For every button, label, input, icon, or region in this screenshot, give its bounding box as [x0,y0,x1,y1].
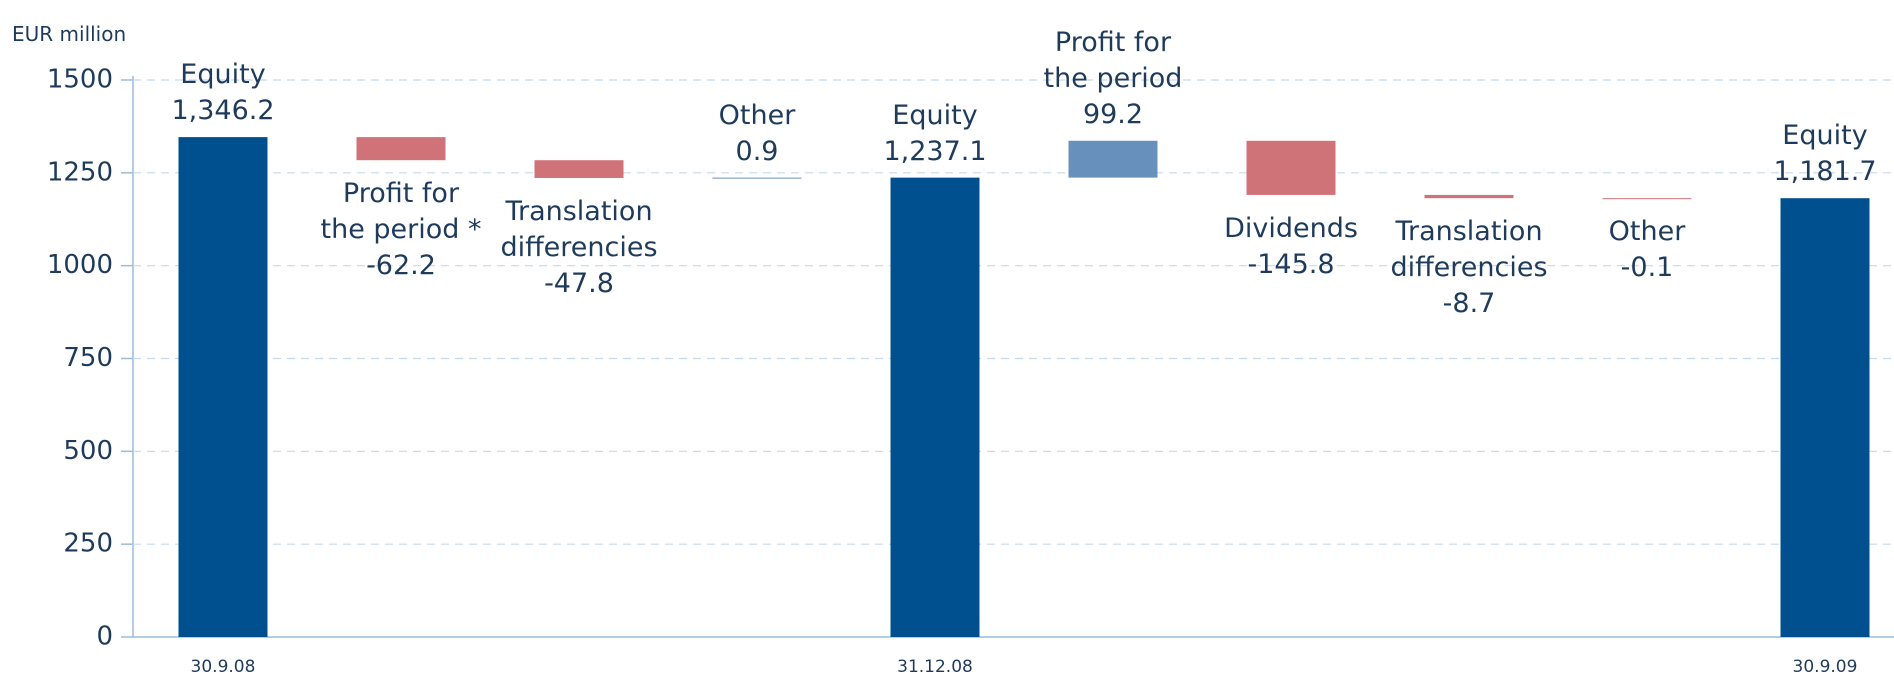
page: {"chart_data": { "type": "waterfall", "y… [0,0,1894,677]
value-label: -8.7 [1349,286,1589,322]
category-label: Equity [103,57,343,93]
y-tick-label: 1250 [47,157,113,187]
bar [1247,141,1336,195]
value-label: 1,237.1 [815,134,1055,170]
category-label: Other [1527,214,1767,250]
bar [1069,141,1158,178]
category-label: Profit for the period [993,25,1233,97]
bar [1425,195,1514,198]
bar [713,178,802,179]
bar [535,160,624,178]
bar-label: Other-0.1 [1527,214,1767,286]
bar [179,137,268,637]
bar [357,137,446,160]
x-tick-label: 31.12.08 [897,657,973,677]
bar-label: Translation differencies-47.8 [459,194,699,302]
y-tick-label: 250 [63,529,113,559]
x-tick-label: 30.9.08 [191,657,256,677]
category-label: Translation differencies [459,194,699,266]
y-tick-label: 0 [96,622,113,652]
x-tick-label: 30.9.09 [1793,657,1858,677]
category-label: Equity [1705,118,1894,154]
y-tick-label: 750 [63,343,113,373]
y-axis-title: EUR million [12,22,126,46]
value-label: 1,346.2 [103,93,343,129]
value-label: -47.8 [459,266,699,302]
y-tick-label: 1000 [47,250,113,280]
value-label: 99.2 [993,97,1233,133]
bar [891,178,980,637]
y-tick-label: 500 [63,436,113,466]
value-label: 1,181.7 [1705,154,1894,190]
bar [1603,198,1692,199]
bar [1781,198,1870,637]
value-label: -0.1 [1527,250,1767,286]
